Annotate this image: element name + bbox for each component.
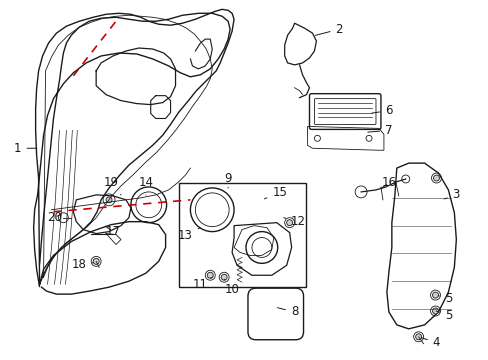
- Text: 1: 1: [14, 142, 37, 155]
- Circle shape: [106, 197, 112, 203]
- Circle shape: [207, 272, 213, 278]
- Circle shape: [415, 334, 421, 340]
- Text: 20: 20: [47, 211, 62, 224]
- Text: 11: 11: [192, 277, 212, 291]
- Text: 3: 3: [443, 188, 459, 201]
- Text: 18: 18: [72, 258, 93, 271]
- Text: 13: 13: [178, 228, 200, 242]
- Text: 7: 7: [367, 124, 392, 137]
- Text: 4: 4: [421, 336, 439, 349]
- Text: 5: 5: [437, 292, 451, 305]
- Text: 15: 15: [264, 186, 286, 199]
- Text: 5: 5: [435, 310, 451, 323]
- Circle shape: [221, 274, 226, 280]
- Circle shape: [433, 175, 439, 181]
- Circle shape: [432, 308, 438, 314]
- Text: 14: 14: [138, 176, 153, 195]
- Text: 2: 2: [315, 23, 342, 36]
- Text: 10: 10: [224, 279, 239, 296]
- Circle shape: [286, 220, 292, 226]
- Bar: [178, 183, 305, 287]
- Circle shape: [432, 292, 438, 298]
- Circle shape: [93, 258, 99, 264]
- Text: 9: 9: [224, 171, 231, 188]
- Text: 17: 17: [105, 225, 120, 238]
- Text: 6: 6: [371, 104, 392, 117]
- Text: 8: 8: [277, 306, 298, 319]
- Text: 12: 12: [283, 215, 305, 228]
- Text: 19: 19: [103, 176, 121, 195]
- Text: 16: 16: [381, 176, 396, 189]
